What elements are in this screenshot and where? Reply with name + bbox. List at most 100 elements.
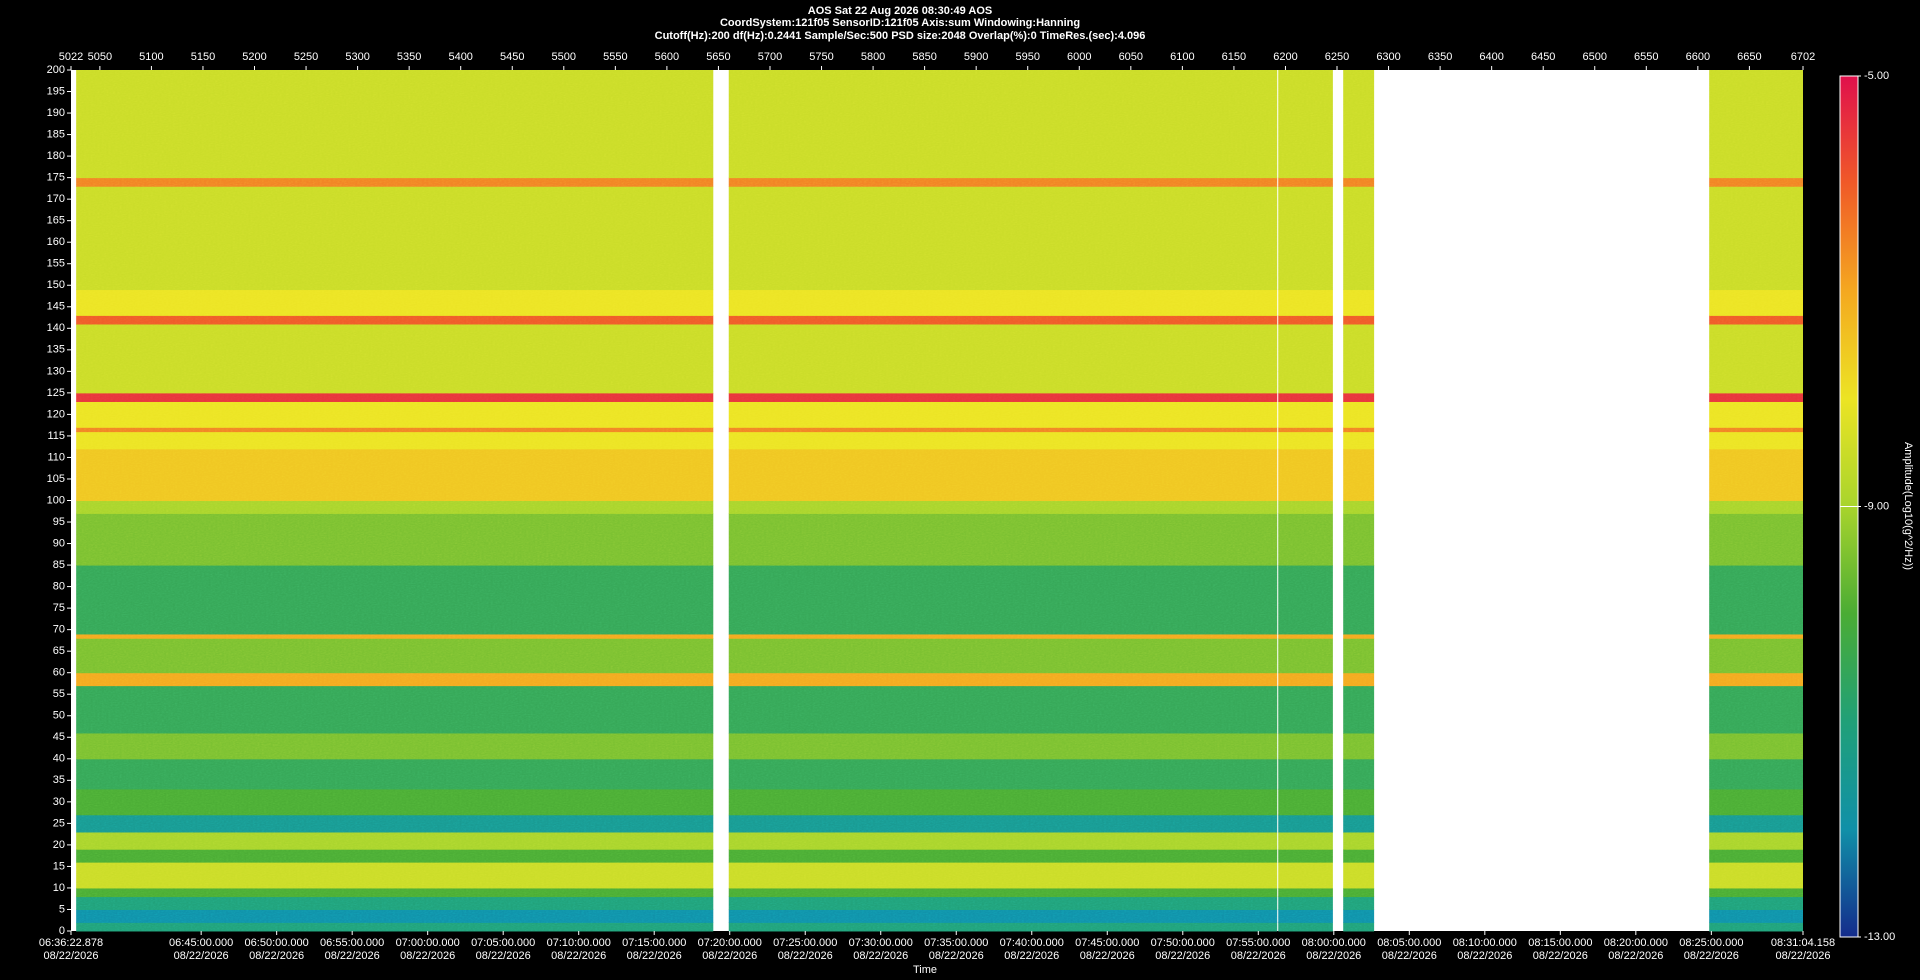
x-tick-label: 5500 bbox=[552, 51, 576, 63]
x-tick-label: 5950 bbox=[1015, 51, 1039, 63]
x-tick-label: 6600 bbox=[1686, 51, 1710, 63]
x2-tick-date: 08/22/2026 bbox=[1684, 950, 1739, 962]
x2-tick-label: 07:50:00.000 bbox=[1151, 937, 1215, 949]
x-tick-label: 6200 bbox=[1273, 51, 1297, 63]
x2-tick-date: 08/22/2026 bbox=[702, 950, 757, 962]
x2-tick-date: 08/22/2026 bbox=[1080, 950, 1135, 962]
x-tick-label: 5050 bbox=[88, 51, 112, 63]
x2-tick-label: 07:05:00.000 bbox=[471, 937, 535, 949]
y-tick-label: 80 bbox=[53, 581, 65, 593]
y-tick-label: 30 bbox=[53, 796, 65, 808]
y-tick-label: 105 bbox=[47, 473, 65, 485]
y-tick-label: 165 bbox=[47, 215, 65, 227]
x-tick-label: 5450 bbox=[500, 51, 524, 63]
x2-tick-date: 08/22/2026 bbox=[174, 950, 229, 962]
x2-tick-label: 07:00:00.000 bbox=[396, 937, 460, 949]
x2-tick-label: 07:30:00.000 bbox=[849, 937, 913, 949]
x2-tick-label: 08:00:00.000 bbox=[1302, 937, 1366, 949]
x2-tick-label: 08:05:00.000 bbox=[1377, 937, 1441, 949]
y-tick-label: 50 bbox=[53, 710, 65, 722]
x2-tick-label: 07:20:00.000 bbox=[698, 937, 762, 949]
y-tick-label: 200 bbox=[47, 64, 65, 76]
x-tick-label: 5250 bbox=[294, 51, 318, 63]
x2-tick-label: 07:25:00.000 bbox=[773, 937, 837, 949]
x2-tick-label: 07:35:00.000 bbox=[924, 937, 988, 949]
x2-tick-label: 06:36:22.878 bbox=[39, 937, 103, 949]
x-tick-label: 5700 bbox=[758, 51, 782, 63]
y-tick-label: 70 bbox=[53, 624, 65, 636]
y-tick-label: 40 bbox=[53, 753, 65, 765]
y-tick-label: 160 bbox=[47, 236, 65, 248]
x2-tick-date: 08/22/2026 bbox=[1457, 950, 1512, 962]
x-tick-label: 5650 bbox=[706, 51, 730, 63]
x2-tick-label: 06:45:00.000 bbox=[169, 937, 233, 949]
x-tick-label: 6400 bbox=[1479, 51, 1503, 63]
settings-line: Cutoff(Hz):200 df(Hz):0.2441 Sample/Sec:… bbox=[655, 30, 1146, 42]
x2-tick-label: 07:10:00.000 bbox=[547, 937, 611, 949]
x2-tick-date: 08/22/2026 bbox=[551, 950, 606, 962]
y-tick-label: 120 bbox=[47, 408, 65, 420]
x2-tick-date: 08/22/2026 bbox=[778, 950, 833, 962]
x2-tick-date: 08/22/2026 bbox=[43, 950, 98, 962]
x-tick-label: 5300 bbox=[345, 51, 369, 63]
x-tick-label: 5400 bbox=[448, 51, 472, 63]
x-tick-label: 5600 bbox=[655, 51, 679, 63]
x-tick-label: 6550 bbox=[1634, 51, 1658, 63]
x2-tick-date: 08/22/2026 bbox=[1382, 950, 1437, 962]
x2-tick-date: 08/22/2026 bbox=[929, 950, 984, 962]
y-tick-label: 60 bbox=[53, 667, 65, 679]
x-tick-label: 5150 bbox=[191, 51, 215, 63]
x2-tick-label: 08:10:00.000 bbox=[1453, 937, 1517, 949]
x-tick-label: 6450 bbox=[1531, 51, 1555, 63]
x-tick-label: 5750 bbox=[809, 51, 833, 63]
x2-tick-label: 08:15:00.000 bbox=[1528, 937, 1592, 949]
x2-tick-date: 08/22/2026 bbox=[1155, 950, 1210, 962]
y-tick-label: 15 bbox=[53, 860, 65, 872]
y-tick-label: 130 bbox=[47, 365, 65, 377]
x2-tick-label: 08:31:04.158 bbox=[1771, 937, 1835, 949]
y-tick-label: 185 bbox=[47, 128, 65, 140]
x2-tick-label: 08:25:00.000 bbox=[1679, 937, 1743, 949]
y-tick-label: 95 bbox=[53, 516, 65, 528]
x2-tick-date: 08/22/2026 bbox=[249, 950, 304, 962]
x2-tick-label: 07:55:00.000 bbox=[1226, 937, 1290, 949]
colorbar-label: Amplitude(Log10(g^2/Hz)) bbox=[1902, 442, 1914, 570]
colorbar-tick-label: -5.00 bbox=[1864, 70, 1889, 82]
x-tick-label: 5350 bbox=[397, 51, 421, 63]
x2-tick-date: 08/22/2026 bbox=[1004, 950, 1059, 962]
x-axis-label: Time bbox=[913, 964, 937, 976]
y-tick-label: 10 bbox=[53, 882, 65, 894]
y-tick-label: 90 bbox=[53, 537, 65, 549]
y-tick-label: 20 bbox=[53, 839, 65, 851]
y-tick-label: 115 bbox=[47, 430, 65, 442]
x2-tick-label: 06:50:00.000 bbox=[245, 937, 309, 949]
x2-tick-date: 08/22/2026 bbox=[325, 950, 380, 962]
y-tick-label: 35 bbox=[53, 774, 65, 786]
x2-tick-label: 07:15:00.000 bbox=[622, 937, 686, 949]
y-tick-label: 85 bbox=[53, 559, 65, 571]
y-tick-label: 5 bbox=[59, 903, 65, 915]
x-tick-label: 6300 bbox=[1376, 51, 1400, 63]
x-tick-label: 6050 bbox=[1119, 51, 1143, 63]
x2-tick-date: 08/22/2026 bbox=[476, 950, 531, 962]
y-tick-label: 65 bbox=[53, 645, 65, 657]
x-tick-label: 6650 bbox=[1737, 51, 1761, 63]
y-tick-label: 170 bbox=[47, 193, 65, 205]
y-tick-label: 135 bbox=[47, 344, 65, 356]
y-tick-label: 110 bbox=[47, 451, 65, 463]
x-tick-label: 6500 bbox=[1583, 51, 1607, 63]
y-tick-label: 180 bbox=[47, 150, 65, 162]
x-tick-label: 5550 bbox=[603, 51, 627, 63]
x-tick-label: 6702 bbox=[1791, 51, 1815, 63]
y-tick-label: 0 bbox=[59, 925, 65, 937]
x-tick-label: 5800 bbox=[861, 51, 885, 63]
x2-tick-date: 08/22/2026 bbox=[1775, 950, 1830, 962]
y-tick-label: 55 bbox=[53, 688, 65, 700]
y-tick-label: 25 bbox=[53, 817, 65, 829]
colorbar-tick-label: -9.00 bbox=[1864, 500, 1889, 512]
y-tick-label: 195 bbox=[47, 85, 65, 97]
y-tick-label: 125 bbox=[47, 387, 65, 399]
chart-subtitle: CoordSystem:121f05 SensorID:121f05 Axis:… bbox=[720, 17, 1080, 29]
x2-tick-label: 07:45:00.000 bbox=[1075, 937, 1139, 949]
